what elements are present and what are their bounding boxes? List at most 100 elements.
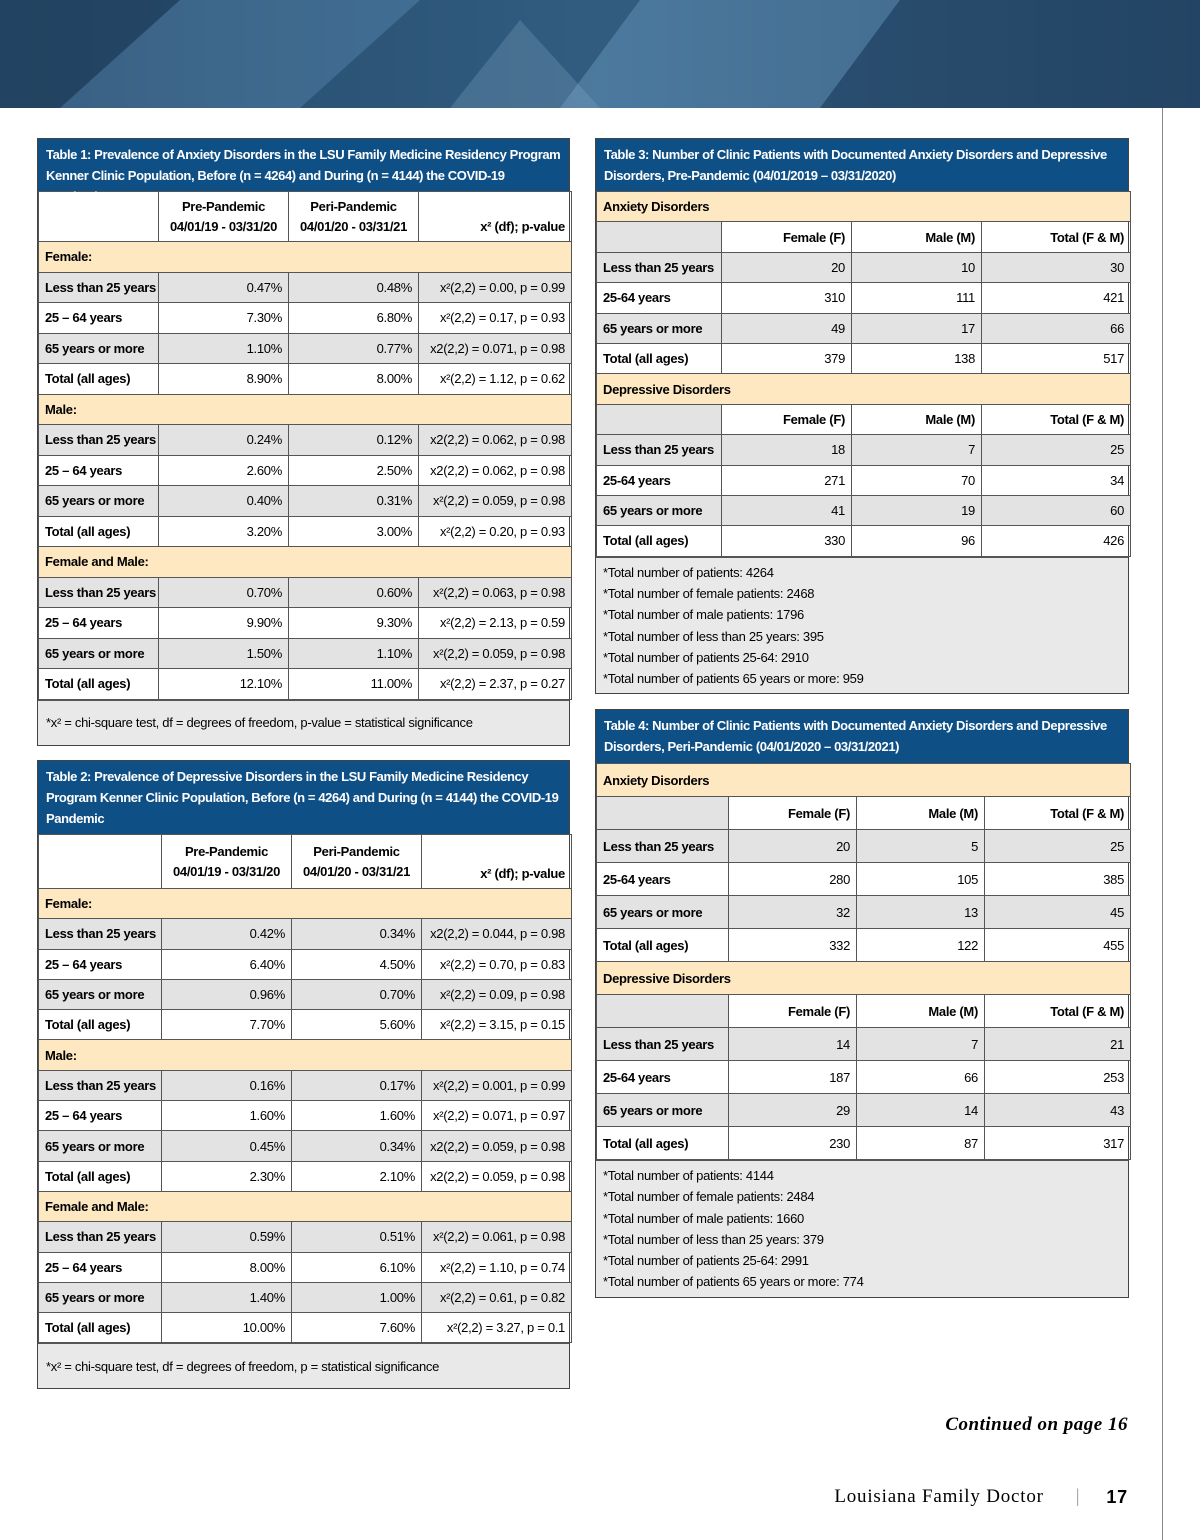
row-label: Total (all ages) [38, 1312, 162, 1344]
row-label: 25 – 64 years [38, 454, 159, 486]
row-label: Less than 25 years [596, 434, 722, 466]
value-cell: 9.30% [288, 607, 419, 639]
value-cell: 5.60% [291, 1009, 422, 1041]
column-header: Total (F & M) [983, 796, 1132, 830]
value-cell: x²(2,2) = 1.12, p = 0.62 [418, 363, 572, 395]
row-label: 65 years or more [596, 895, 729, 929]
value-cell: x2(2,2) = 0.071, p = 0.98 [418, 332, 572, 364]
value-cell: 0.70% [291, 978, 422, 1011]
value-cell: 87 [856, 1126, 985, 1160]
row-label: Less than 25 years [38, 1069, 162, 1102]
table-block: Table 2: Prevalence of Depressive Disord… [37, 760, 572, 1390]
table-row: 25 – 64 years 9.90% 9.30% x²(2,2) = 2.13, p… [38, 607, 572, 639]
table-row: Male: [38, 1039, 572, 1071]
section-label: Female and Male: [38, 546, 572, 578]
value-cell: x²(2,2) = 1.10, p = 0.74 [421, 1251, 572, 1283]
value-cell: 70 [851, 464, 982, 496]
section-label: Male: [38, 393, 572, 425]
value-cell: x²(2,2) = 0.071, p = 0.97 [421, 1100, 572, 1132]
value-cell: 5 [856, 829, 985, 863]
header-line: 04/01/20 - 03/31/21 [299, 218, 408, 234]
column-header: Peri-Pandemic 04/01/20 - 03/31/21 [291, 834, 422, 889]
header-cell [596, 221, 722, 253]
value-cell: 25 [980, 434, 1132, 466]
row-label: Less than 25 years [38, 576, 159, 608]
table-row: Total (all ages) 3.20% 3.00% x²(2,2) = 0.20… [38, 515, 572, 547]
value-cell: 0.59% [161, 1221, 292, 1253]
table-row: Pre-Pandemic 04/01/19 - 03/31/20 Peri-Pand… [38, 191, 572, 242]
note-line: *Total number of patients: 4264 [603, 564, 774, 580]
value-cell: 43 [983, 1093, 1132, 1127]
value-cell: 6.80% [288, 302, 419, 334]
header-line: x² (df); p-value [480, 866, 565, 881]
column-header: Male (M) [851, 221, 982, 253]
table-row: Anxiety Disorders [595, 190, 1132, 223]
column-header: x² (df); p-value [418, 191, 572, 242]
table-row: 25-64 years 280 105 385 [596, 862, 1132, 896]
value-cell: 1.00% [291, 1281, 422, 1314]
value-cell: 230 [728, 1126, 857, 1160]
footnote: *x² = chi-square test, df = degrees of f… [38, 699, 569, 745]
row-label: Total (all ages) [38, 1009, 162, 1041]
value-cell: 6.40% [161, 948, 292, 980]
data-table: Anxiety Disorders Female (F) Male (M) Total… [595, 190, 1132, 557]
value-cell: x²(2,2) = 0.00, p = 0.99 [418, 271, 572, 303]
table-row: Female and Male: [38, 546, 572, 578]
row-label: Less than 25 years [596, 1027, 729, 1061]
value-cell: 14 [728, 1027, 857, 1061]
table-row: 25 – 64 years 2.60% 2.50% x2(2,2) = 0.062, … [38, 454, 572, 486]
value-cell: 330 [721, 525, 852, 557]
value-cell: 310 [721, 282, 852, 314]
table-row: Pre-Pandemic 04/01/19 - 03/31/20 Peri-Pand… [38, 834, 572, 889]
value-cell: 122 [856, 928, 985, 962]
table-row: Total (all ages) 10.00% 7.60% x²(2,2) = 3.2… [38, 1312, 572, 1344]
value-cell: 105 [856, 862, 985, 896]
value-cell: 19 [851, 494, 982, 527]
table-row: Less than 25 years 0.47% 0.48% x²(2,2) = 0.… [38, 271, 572, 303]
header-line: 04/01/20 - 03/31/21 [302, 863, 411, 879]
row-label: Total (all ages) [38, 1160, 162, 1192]
table-row: 65 years or more 41 19 60 [596, 494, 1132, 527]
table-row: Female and Male: [38, 1190, 572, 1223]
table-row: Anxiety Disorders [595, 763, 1132, 797]
table-row: Depressive Disorders [595, 961, 1132, 995]
value-cell: 25 [983, 829, 1132, 863]
value-cell: x²(2,2) = 2.13, p = 0.59 [418, 607, 572, 639]
note-line: *Total number of female patients: 2484 [603, 1189, 815, 1205]
row-label: 25-64 years [596, 1060, 729, 1094]
table-row: 65 years or more 32 13 45 [596, 895, 1132, 929]
margin-rule [1162, 108, 1163, 1540]
table-row: 65 years or more 29 14 43 [596, 1093, 1132, 1127]
section-label: Anxiety Disorders [595, 763, 1132, 797]
value-cell: x2(2,2) = 0.062, p = 0.98 [418, 424, 572, 456]
header-line: Peri-Pandemic [313, 843, 400, 859]
row-label: Total (all ages) [38, 668, 159, 700]
value-cell: 1.50% [158, 637, 289, 669]
row-label: Less than 25 years [596, 829, 729, 863]
value-cell: 66 [856, 1060, 985, 1094]
value-cell: 9.90% [158, 607, 289, 639]
value-cell: 280 [728, 862, 857, 896]
note-line: *Total number of less than 25 years: 379 [603, 1231, 824, 1247]
section-label: Depressive Disorders [595, 373, 1132, 405]
value-cell: 49 [721, 312, 852, 344]
value-cell: 0.48% [288, 271, 419, 303]
data-table: Pre-Pandemic 04/01/19 - 03/31/20 Peri-Pand… [38, 834, 572, 1344]
column-header: Female (F) [721, 221, 852, 253]
row-label: Less than 25 years [38, 424, 159, 456]
table-row: 65 years or more 49 17 66 [596, 312, 1132, 344]
value-cell: 0.70% [158, 576, 289, 608]
header-cell [596, 403, 722, 436]
row-label: 25 – 64 years [38, 607, 159, 639]
value-cell: 2.60% [158, 454, 289, 486]
column-header: Female (F) [728, 796, 857, 830]
row-label: Total (all ages) [596, 928, 729, 962]
table-row: Total (all ages) 332 122 455 [596, 928, 1132, 962]
table-row: Female (F) Male (M) Total (F & M) [596, 796, 1132, 830]
row-label: Less than 25 years [596, 251, 722, 284]
row-label: 65 years or more [38, 637, 159, 669]
column-header: Total (F & M) [983, 994, 1132, 1028]
header-line: x² (df); p-value [480, 219, 565, 234]
header-cell [596, 994, 729, 1028]
value-cell: 6.10% [291, 1251, 422, 1283]
